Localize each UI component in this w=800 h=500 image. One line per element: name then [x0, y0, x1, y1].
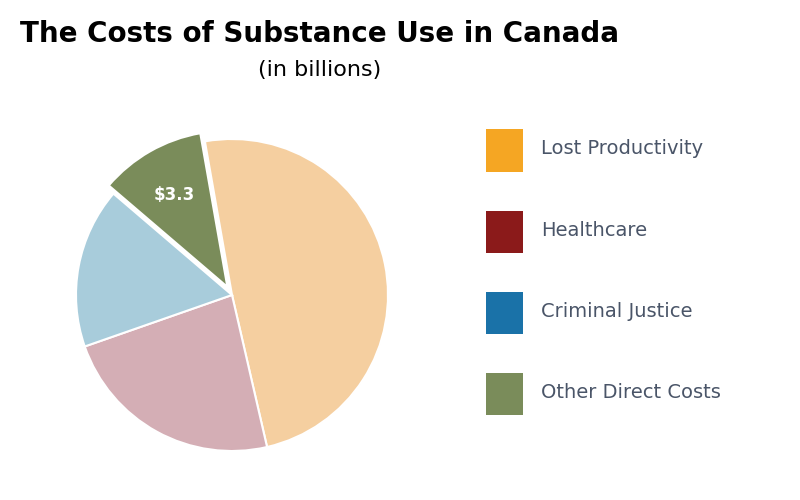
Wedge shape [205, 139, 388, 447]
FancyBboxPatch shape [486, 373, 522, 415]
Text: Lost Productivity: Lost Productivity [541, 139, 703, 158]
FancyBboxPatch shape [486, 210, 522, 253]
Wedge shape [85, 295, 267, 451]
Text: $3.3: $3.3 [154, 186, 195, 204]
FancyBboxPatch shape [486, 129, 522, 172]
Text: (in billions): (in billions) [258, 60, 382, 80]
Text: Other Direct Costs: Other Direct Costs [541, 383, 721, 402]
Wedge shape [76, 194, 232, 346]
Text: The Costs of Substance Use in Canada: The Costs of Substance Use in Canada [21, 20, 619, 48]
Text: Healthcare: Healthcare [541, 220, 647, 240]
Wedge shape [109, 133, 227, 287]
Text: Criminal Justice: Criminal Justice [541, 302, 692, 321]
FancyBboxPatch shape [486, 292, 522, 334]
